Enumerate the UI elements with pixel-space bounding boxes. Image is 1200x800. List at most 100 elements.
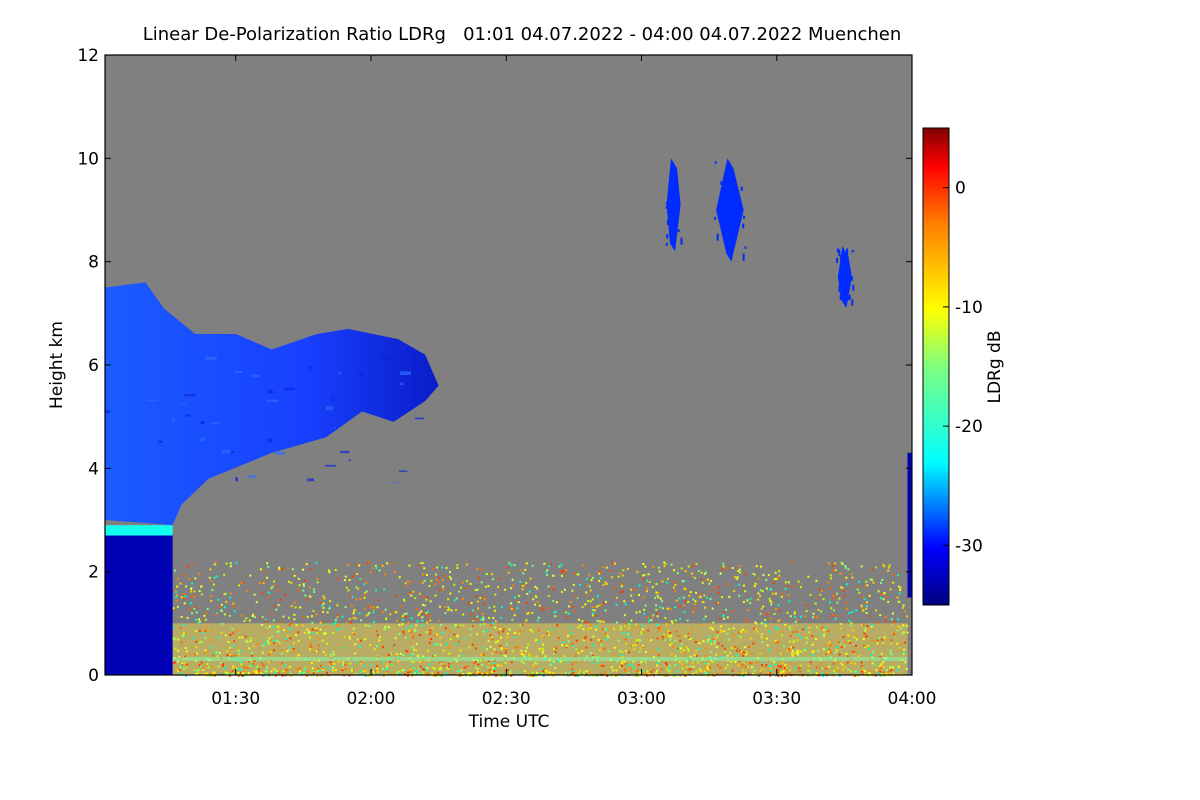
feature-noisy-boundary-layer-speck <box>566 674 569 677</box>
feature-noisy-boundary-layer-speck <box>780 674 783 677</box>
feature-noisy-boundary-layer-speck <box>652 565 655 568</box>
feature-noisy-boundary-layer-speck <box>420 581 423 584</box>
feature-noisy-boundary-layer-speck <box>882 598 885 601</box>
feature-noisy-boundary-layer-speck <box>760 565 762 568</box>
feature-noisy-boundary-layer-speck <box>422 671 425 674</box>
feature-noisy-boundary-layer-speck <box>213 563 216 566</box>
feature-noisy-boundary-layer-speck <box>703 670 706 673</box>
feature-noisy-boundary-layer-speck <box>898 665 901 668</box>
feature-noisy-boundary-layer-speck <box>883 674 886 677</box>
feature-noisy-boundary-layer-speck <box>280 652 283 655</box>
feature-noisy-boundary-layer-speck <box>474 589 477 591</box>
feature-noisy-boundary-layer-speck <box>571 589 574 592</box>
feature-noisy-boundary-layer-speck <box>249 639 252 642</box>
feature-noisy-boundary-layer-speck <box>814 615 817 618</box>
feature-noisy-boundary-layer-speck <box>289 672 292 675</box>
feature-noisy-boundary-layer-speck <box>384 608 387 611</box>
feature-noisy-boundary-layer-speck <box>239 671 242 674</box>
feature-noisy-boundary-layer-speck <box>669 669 672 672</box>
feature-noisy-boundary-layer-speck <box>197 668 200 671</box>
feature-noisy-boundary-layer-speck <box>186 663 189 666</box>
feature-noisy-boundary-layer-speck <box>426 649 429 652</box>
feature-noisy-boundary-layer-speck <box>442 585 444 588</box>
feature-noisy-boundary-layer-speck <box>344 663 347 666</box>
feature-noisy-boundary-layer-speck <box>828 648 831 651</box>
feature-noisy-boundary-layer-speck <box>591 609 594 612</box>
feature-noisy-boundary-layer-speck <box>869 672 872 675</box>
feature-noisy-boundary-layer-speck <box>668 673 671 676</box>
feature-noisy-boundary-layer-speck <box>523 584 526 587</box>
feature-noisy-boundary-layer-speck <box>778 672 781 675</box>
feature-high-cloud-3-speck <box>840 255 843 263</box>
feature-noisy-boundary-layer-speck <box>433 667 436 670</box>
feature-noisy-boundary-layer-speck <box>505 674 508 677</box>
feature-noisy-boundary-layer-speck <box>398 671 401 674</box>
feature-noisy-boundary-layer-speck <box>420 610 423 613</box>
feature-noisy-boundary-layer-speck <box>811 670 814 673</box>
feature-noisy-boundary-layer-speck <box>434 634 437 637</box>
feature-noisy-boundary-layer-speck <box>809 593 812 596</box>
feature-noisy-boundary-layer-speck <box>432 567 434 570</box>
feature-noisy-boundary-layer-speck <box>315 650 318 653</box>
feature-noisy-boundary-layer-speck <box>768 648 771 651</box>
feature-noisy-boundary-layer-speck <box>666 607 669 610</box>
feature-noisy-boundary-layer-speck <box>423 579 426 582</box>
feature-aerosol-layer-texture <box>200 437 206 442</box>
feature-noisy-boundary-layer-speck <box>823 632 826 635</box>
feature-noisy-boundary-layer-speck <box>805 604 808 607</box>
feature-noisy-boundary-layer-speck <box>839 642 842 645</box>
feature-noisy-boundary-layer-speck <box>381 564 384 567</box>
feature-noisy-boundary-layer-speck <box>616 674 619 677</box>
feature-noisy-boundary-layer-speck <box>425 612 428 615</box>
feature-noisy-boundary-layer-speck <box>636 570 639 573</box>
feature-noisy-boundary-layer-speck <box>851 576 854 579</box>
feature-noisy-boundary-layer-speck <box>599 643 601 646</box>
feature-noisy-boundary-layer-speck <box>518 594 521 597</box>
feature-noisy-boundary-layer-speck <box>393 663 396 666</box>
feature-noisy-boundary-layer-speck <box>892 612 894 615</box>
feature-high-cloud-2-speck <box>742 223 745 229</box>
feature-noisy-boundary-layer-speck <box>220 632 223 634</box>
feature-noisy-boundary-layer-speck <box>315 613 318 616</box>
feature-noisy-boundary-layer-speck <box>765 587 768 590</box>
feature-noisy-boundary-layer-speck <box>195 618 198 621</box>
y-tick-label-3: 6 <box>88 356 99 376</box>
feature-noisy-boundary-layer-speck <box>684 600 687 603</box>
feature-noisy-boundary-layer-speck <box>322 602 325 605</box>
feature-noisy-boundary-layer-speck <box>604 671 607 674</box>
feature-noisy-boundary-layer-speck <box>666 668 669 671</box>
feature-noisy-boundary-layer-speck <box>553 611 556 614</box>
feature-noisy-boundary-layer-speck <box>612 627 615 630</box>
feature-noisy-boundary-layer-speck <box>440 624 442 626</box>
feature-noisy-boundary-layer-speck <box>504 649 507 651</box>
feature-noisy-boundary-layer-speck <box>863 585 866 588</box>
feature-noisy-boundary-layer-speck <box>800 615 802 618</box>
feature-noisy-boundary-layer-speck <box>563 588 566 591</box>
feature-noisy-boundary-layer-speck <box>417 667 420 670</box>
feature-noisy-boundary-layer-speck <box>204 672 207 674</box>
feature-noisy-boundary-layer-speck <box>250 664 253 667</box>
feature-noisy-boundary-layer-speck <box>362 670 365 673</box>
feature-noisy-boundary-layer-speck <box>579 583 582 586</box>
feature-noisy-boundary-layer-speck <box>807 664 810 667</box>
feature-noisy-boundary-layer-speck <box>446 609 449 612</box>
feature-thin-layer <box>105 525 173 536</box>
feature-noisy-boundary-layer-speck <box>616 621 619 624</box>
feature-noisy-boundary-layer-speck <box>738 631 740 634</box>
feature-noisy-boundary-layer-speck <box>897 618 900 621</box>
feature-noisy-boundary-layer-speck <box>845 576 848 579</box>
feature-noisy-boundary-layer-speck <box>527 611 530 614</box>
feature-noisy-boundary-layer-speck <box>522 572 525 575</box>
feature-noisy-boundary-layer-speck <box>366 673 369 676</box>
feature-noisy-boundary-layer-speck <box>223 606 226 609</box>
feature-noisy-boundary-layer-speck <box>311 632 314 635</box>
feature-noisy-boundary-layer-speck <box>367 624 370 627</box>
feature-noisy-boundary-layer-speck <box>265 618 267 621</box>
feature-noisy-boundary-layer-speck <box>480 581 483 584</box>
feature-noisy-boundary-layer-speck <box>630 663 633 666</box>
feature-noisy-boundary-layer-speck <box>615 654 618 657</box>
feature-noisy-boundary-layer-speck <box>528 652 530 655</box>
feature-noisy-boundary-layer-speck <box>738 660 741 663</box>
feature-noisy-boundary-layer-speck <box>683 652 686 655</box>
feature-noisy-boundary-layer-speck <box>642 563 645 565</box>
